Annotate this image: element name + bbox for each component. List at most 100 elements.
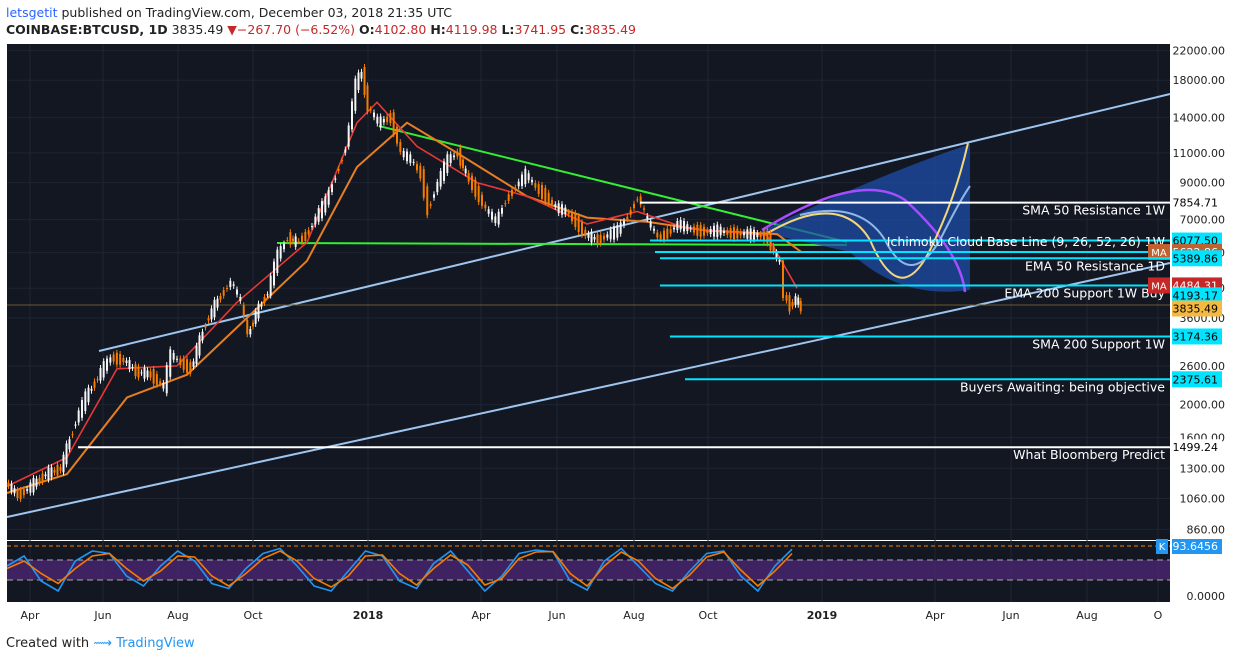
candle-body — [766, 231, 769, 244]
candle-body — [195, 345, 198, 364]
candle-body — [236, 289, 238, 295]
y-tick-label: 9000.00 — [1180, 177, 1226, 190]
candle-body — [317, 208, 320, 222]
candle-body — [13, 488, 16, 494]
stoch-value-tag — [1172, 539, 1222, 554]
candle-body — [633, 203, 635, 209]
candle-body — [369, 109, 372, 111]
candle-body — [571, 212, 573, 222]
candle-body — [713, 225, 715, 237]
low-label: L: — [501, 22, 515, 37]
candle-body — [666, 228, 669, 239]
candle-body — [216, 298, 219, 308]
candle-body — [593, 236, 596, 240]
candle-body — [363, 66, 366, 95]
candle-body — [656, 232, 659, 238]
y-tick-label: 22000.00 — [1173, 45, 1226, 58]
candle-body — [507, 194, 510, 201]
y-tick-label: 860.00 — [1187, 523, 1226, 536]
candle-body — [736, 228, 739, 239]
candle-body — [521, 174, 523, 186]
ma-tag — [1148, 244, 1170, 261]
candle-body — [587, 233, 590, 238]
level-value-text: 5389.86 — [1173, 252, 1219, 265]
candle-body — [294, 236, 297, 247]
candle-body — [44, 474, 47, 477]
candle-body — [449, 154, 452, 163]
author-link[interactable]: letsgetit — [6, 5, 58, 20]
level-value-tag — [1172, 194, 1222, 211]
candle-body — [242, 305, 245, 316]
candle-body — [186, 359, 188, 373]
candle-body — [263, 296, 266, 303]
candle-body — [321, 201, 323, 219]
created-with-text: Created with — [6, 636, 90, 651]
candle-body — [396, 126, 398, 144]
candle-body — [351, 101, 353, 130]
candle-body — [794, 296, 797, 305]
last-price: 3835.49 — [171, 22, 224, 37]
candle-body — [753, 229, 755, 240]
candle-body — [77, 410, 80, 423]
candle-body — [639, 196, 642, 205]
candle-body — [443, 161, 445, 181]
time-axis — [7, 602, 1170, 626]
stoch-k-tag — [1156, 539, 1168, 554]
candle-body — [41, 473, 44, 483]
candle-body — [165, 365, 168, 394]
candle-body — [527, 173, 530, 181]
candle-body — [59, 466, 62, 471]
level-value-text: 2375.61 — [1173, 373, 1219, 386]
candle-body — [311, 225, 313, 227]
candle-body — [557, 203, 560, 214]
candle-body — [112, 354, 115, 362]
candle-body — [487, 209, 490, 214]
candle-body — [613, 226, 615, 240]
candle-body — [260, 304, 263, 307]
change-arrow-icon: ▼ — [227, 22, 237, 37]
x-tick-label: Aug — [623, 609, 644, 622]
price-change: −267.70 (−6.52%) — [236, 22, 356, 37]
candle-body — [109, 357, 112, 363]
candle-body — [561, 204, 563, 215]
candle-body — [297, 241, 300, 243]
candle-body — [65, 443, 68, 465]
candle-body — [554, 204, 557, 208]
candle-body — [26, 488, 29, 491]
candle-body — [596, 234, 599, 245]
candle-body — [782, 260, 784, 299]
candle-body — [176, 358, 178, 360]
candle-body — [10, 483, 13, 492]
level-value-text: 3835.49 — [1173, 303, 1219, 316]
x-tick-label: 2018 — [353, 609, 384, 622]
stoch-tick-label: 0.0000 — [1187, 590, 1226, 603]
candle-body — [283, 243, 285, 250]
x-tick-label: Jun — [1001, 609, 1019, 622]
projection-area — [760, 144, 970, 292]
close-value: 3835.49 — [584, 22, 637, 37]
candle-body — [799, 300, 802, 312]
candle-body — [149, 371, 152, 378]
candle-body — [331, 184, 333, 193]
candle-body — [551, 199, 553, 205]
upper-trendline — [98, 93, 1171, 352]
candle-body — [246, 319, 249, 335]
candle-body — [636, 199, 639, 201]
candle-body — [50, 467, 53, 478]
candle-body — [360, 71, 363, 79]
candle-body — [419, 165, 422, 179]
level-value-tag — [1172, 439, 1222, 456]
candle-body — [286, 239, 289, 242]
candle-body — [659, 234, 662, 240]
candle-body — [204, 325, 207, 328]
candle-body — [590, 231, 593, 243]
candle-body — [616, 225, 619, 238]
tradingview-brand[interactable]: TradingView — [116, 636, 195, 651]
candle-body — [749, 228, 752, 241]
candle-body — [679, 219, 682, 230]
candle-body — [693, 226, 695, 233]
candle-body — [584, 229, 587, 237]
level-value-tag — [1172, 250, 1222, 267]
candle-body — [471, 175, 473, 190]
